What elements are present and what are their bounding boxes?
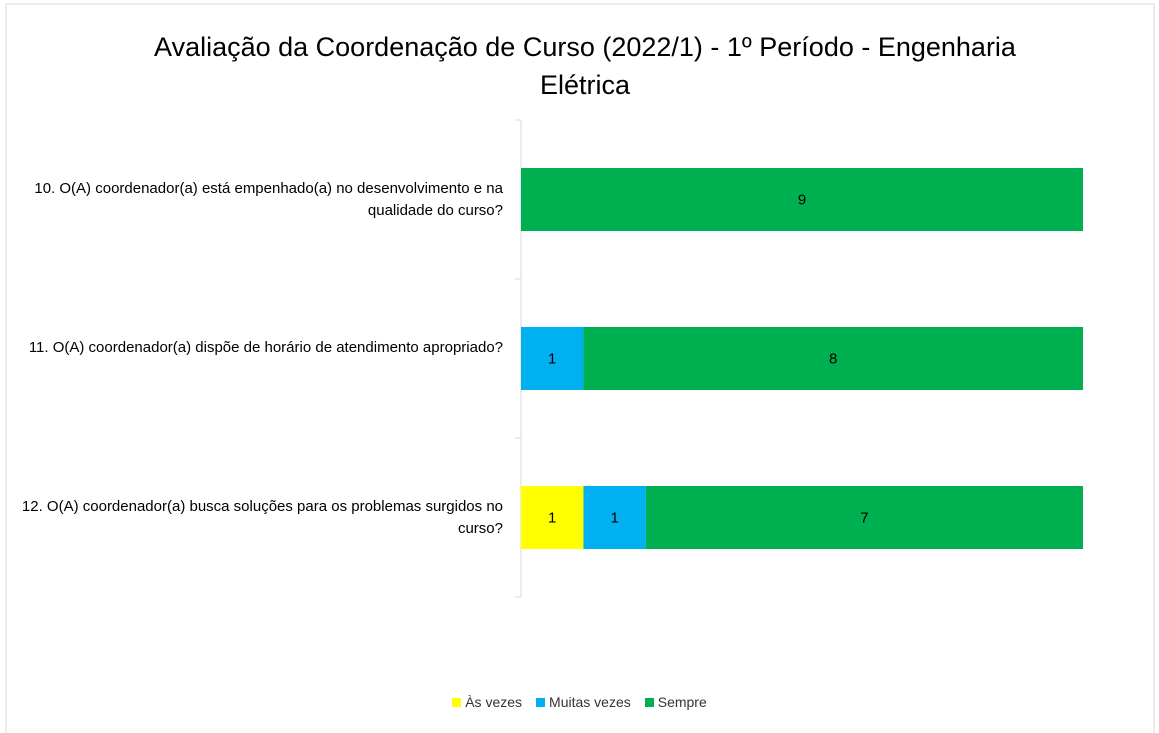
- chart-title: Avaliação da Coordenação de Curso (2022/…: [154, 32, 1016, 100]
- legend-label: Sempre: [657, 694, 707, 710]
- bar-segment: [521, 486, 584, 549]
- data-label: 1: [548, 509, 556, 526]
- data-label: 7: [860, 509, 868, 526]
- legend-swatch: [452, 697, 462, 707]
- bar-segment: [645, 486, 1083, 549]
- legend-swatch: [536, 697, 546, 707]
- data-label: 1: [610, 509, 618, 526]
- legend-item: Sempre: [644, 694, 707, 710]
- legend-swatch: [644, 697, 654, 707]
- legend-label: Muitas vezes: [549, 694, 631, 710]
- data-label: 8: [829, 350, 837, 367]
- legend-item: Às vezes: [452, 694, 522, 710]
- data-label: 1: [548, 350, 556, 367]
- bar-segment: [583, 327, 1083, 390]
- frame: [5, 3, 1155, 733]
- category-label: 12. O(A) coordenador(a) busca soluções p…: [21, 497, 503, 537]
- data-label: 9: [798, 191, 806, 208]
- legend: Às vezes Muitas vezes Sempre: [0, 694, 1159, 710]
- bar-segment: [521, 168, 1083, 231]
- bar-segment: [583, 486, 646, 549]
- category-label: 10. O(A) coordenador(a) está empenhado(a…: [34, 179, 503, 219]
- bar-segment: [521, 327, 584, 390]
- category-label: 11. O(A) coordenador(a) dispõe de horári…: [28, 338, 503, 356]
- legend-item: Muitas vezes: [536, 694, 631, 710]
- legend-label: Às vezes: [465, 694, 523, 710]
